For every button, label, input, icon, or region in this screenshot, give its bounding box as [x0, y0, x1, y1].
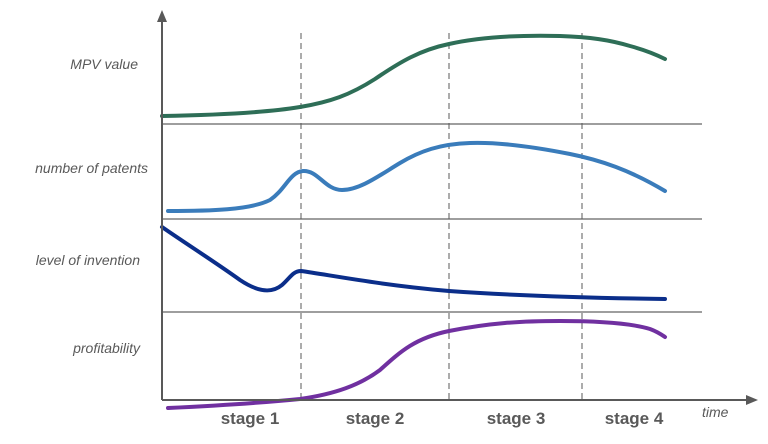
- x-axis-arrowhead: [746, 395, 758, 405]
- row-label-number-of-patents: number of patents: [35, 160, 148, 176]
- x-axis-label: time: [702, 404, 729, 420]
- level-of-invention-curve: [160, 225, 667, 301]
- row-label-level-of-invention: level of invention: [35, 252, 140, 268]
- stage-label-1: stage 1: [220, 409, 280, 428]
- mpv-value-curve: [160, 33, 667, 118]
- stage-label-2: stage 2: [345, 409, 405, 428]
- stage-label-4: stage 4: [604, 409, 664, 428]
- number-of-patents-curve: [166, 140, 667, 213]
- row-label-profitability: profitability: [73, 340, 140, 356]
- row-label-mpv-value: MPV value: [70, 56, 138, 72]
- stage-label-3: stage 3: [486, 409, 546, 428]
- y-axis-arrowhead: [157, 10, 167, 22]
- profitability-curve: [166, 318, 667, 410]
